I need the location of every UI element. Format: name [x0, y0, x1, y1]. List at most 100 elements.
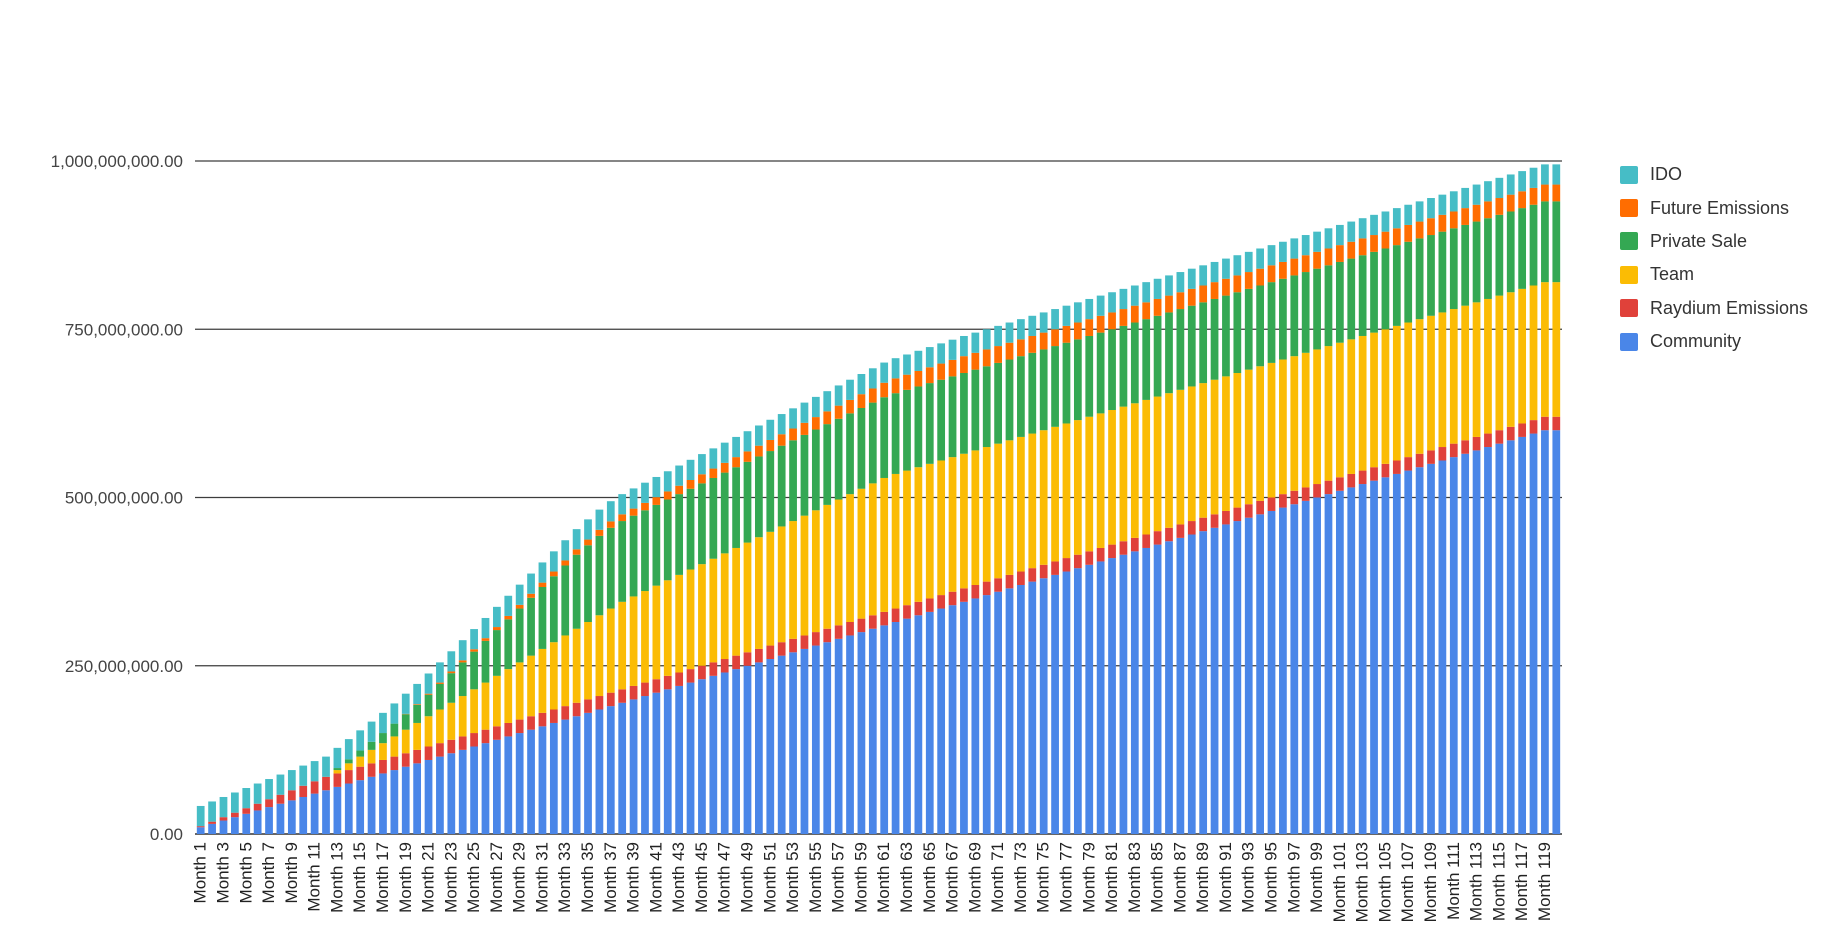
bar-segment: Month 25 – Team — [470, 689, 478, 734]
bar-segment: Month 97 – IDO — [1290, 238, 1299, 259]
bar-segment: Month 33 – IDO — [561, 540, 570, 561]
bar-segment: Month 61 – Team — [880, 477, 889, 612]
bar-segment: Month 90 – Team — [1210, 379, 1219, 515]
bar-segment: Month 27 – IDO — [493, 606, 501, 628]
bar-segment: Month 100 – Future Emissions — [1324, 248, 1333, 266]
bar-segment: Month 43 – Raydium Emissions — [675, 672, 684, 686]
bar-segment: Month 33 – Team — [561, 635, 570, 707]
bar-segment: Month 120 – Raydium Emissions — [1552, 416, 1561, 431]
bar-segment: Month 88 – Team — [1187, 386, 1196, 522]
bar-segment: Month 10 – Raydium Emissions — [299, 785, 308, 797]
bar-segment: Month 117 – Raydium Emissions — [1518, 423, 1527, 437]
bar-segment: Month 73 – Community — [1017, 584, 1025, 834]
legend-item-ido[interactable]: IDO — [1620, 158, 1808, 191]
bar-segment: Month 118 – IDO — [1529, 167, 1538, 188]
bar-segment: Month 40 – IDO — [641, 482, 649, 503]
x-tick-label: Month 1 — [191, 842, 210, 903]
legend-item-future-emissions[interactable]: Future Emissions — [1620, 191, 1808, 224]
bar-segment: Month 120 – Private Sale — [1552, 201, 1561, 283]
bar-segment: Month 80 – Community — [1096, 561, 1105, 834]
bar-segment: Month 16 – Community — [367, 776, 376, 834]
bar-segment: Month 75 – Private Sale — [1039, 349, 1048, 431]
x-tick-label: Month 37 — [601, 842, 620, 913]
legend-swatch — [1620, 232, 1638, 251]
bar-segment: Month 119 – Raydium Emissions — [1541, 416, 1549, 431]
bar-segment: Month 91 – Raydium Emissions — [1222, 510, 1230, 525]
bar-segment: Month 25 – Raydium Emissions — [470, 733, 478, 747]
x-tick-label: Month 103 — [1353, 842, 1372, 922]
bar-segment: Month 79 – IDO — [1085, 298, 1094, 320]
bar-segment: Month 107 – Private Sale — [1404, 241, 1413, 323]
bar-segment: Month 67 – IDO — [948, 339, 957, 360]
bar-segment: Month 75 – IDO — [1039, 312, 1048, 333]
bar-segment: Month 76 – Future Emissions — [1051, 329, 1059, 347]
bar-segment: Month 91 – Future Emissions — [1222, 278, 1230, 296]
legend-item-community[interactable]: Community — [1620, 325, 1808, 358]
bar-segment: Month 114 – Community — [1484, 447, 1492, 834]
bar-segment: Month 30 – Community — [527, 729, 535, 834]
bar-segment: Month 110 – Future Emissions — [1438, 214, 1447, 232]
bar-segment: Month 19 – IDO — [401, 693, 410, 714]
bar-segment: Month 113 – Team — [1472, 302, 1481, 437]
legend-item-team[interactable]: Team — [1620, 258, 1808, 291]
legend-item-raydium-emissions[interactable]: Raydium Emissions — [1620, 292, 1808, 325]
bar-segment: Month 89 – Team — [1199, 383, 1208, 518]
x-tick-label: Month 109 — [1421, 842, 1440, 922]
bar-segment: Month 8 – IDO — [276, 774, 285, 795]
bar-segment: Month 57 – Private Sale — [834, 418, 843, 500]
bar-segment: Month 95 – IDO — [1267, 245, 1276, 266]
bar-segment: Month 46 – Future Emissions — [709, 468, 718, 478]
bar-segment: Month 119 – Community — [1541, 430, 1549, 834]
bar-segment: Month 28 – IDO — [504, 595, 513, 616]
bar-segment: Month 85 – IDO — [1153, 278, 1162, 299]
bar-segment: Month 116 – Community — [1506, 440, 1515, 834]
bar-segment: Month 68 – Raydium Emissions — [960, 588, 968, 602]
bar-segment: Month 69 – Raydium Emissions — [971, 584, 980, 599]
bar-segment: Month 58 – Raydium Emissions — [846, 622, 854, 636]
bar-segment: Month 36 – Community — [595, 709, 604, 834]
bar-segment: Month 4 – Raydium Emissions — [231, 812, 239, 818]
bar-segment: Month 55 – IDO — [811, 396, 820, 418]
bar-segment: Month 54 – Raydium Emissions — [800, 635, 809, 649]
bar-segment: Month 90 – IDO — [1210, 261, 1219, 283]
bar-segment: Month 92 – Team — [1233, 372, 1242, 508]
bar-segment: Month 3 – Raydium Emissions — [219, 817, 228, 821]
bar-segment: Month 77 – Community — [1062, 571, 1071, 834]
bar-segment: Month 104 – Raydium Emissions — [1370, 467, 1378, 481]
bar-segment: Month 26 – Private Sale — [481, 640, 490, 683]
legend-item-private-sale[interactable]: Private Sale — [1620, 225, 1808, 258]
bar-segment: Month 47 – Raydium Emissions — [720, 659, 729, 673]
bar-segment: Month 97 – Team — [1290, 356, 1299, 491]
bar-segment: Month 101 – Future Emissions — [1335, 245, 1344, 262]
bar-segment: Month 52 – Raydium Emissions — [777, 642, 786, 656]
bar-segment: Month 107 – Raydium Emissions — [1404, 457, 1413, 471]
bar-segment: Month 77 – Private Sale — [1062, 342, 1071, 424]
bar-segment: Month 74 – IDO — [1028, 315, 1037, 336]
bar-segment: Month 96 – Private Sale — [1279, 278, 1287, 360]
bar-segment: Month 55 – Community — [811, 645, 820, 834]
bar-segment: Month 31 – Future Emissions — [538, 582, 547, 587]
bar-segment: Month 44 – IDO — [686, 459, 695, 480]
bar-segment: Month 26 – Community — [481, 743, 490, 834]
bar-segment: Month 107 – Team — [1404, 322, 1413, 458]
bar-segment: Month 69 – Future Emissions — [971, 352, 980, 370]
bar-segment: Month 45 – Private Sale — [698, 483, 706, 565]
bar-segment: Month 110 – Raydium Emissions — [1438, 447, 1447, 461]
bar-segment: Month 101 – Community — [1335, 490, 1344, 834]
bar-segment: Month 28 – Private Sale — [504, 619, 513, 670]
x-tick-label: Month 3 — [213, 842, 232, 903]
y-tick-label: 1,000,000,000.00 — [51, 152, 183, 171]
bar-segment: Month 106 – Team — [1392, 325, 1401, 461]
bar-segment: Month 52 – Team — [777, 526, 786, 643]
x-tick-label: Month 119 — [1535, 842, 1554, 921]
x-tick-label: Month 85 — [1148, 842, 1167, 913]
bar-segment: Month 20 – Future Emissions — [413, 704, 422, 705]
bar-segment: Month 112 – Private Sale — [1461, 224, 1470, 306]
bar-segment: Month 74 – Private Sale — [1028, 352, 1037, 434]
bar-segment: Month 77 – Future Emissions — [1062, 325, 1071, 343]
bar-segment: Month 37 – IDO — [606, 501, 615, 522]
x-tick-label: Month 31 — [532, 842, 551, 913]
x-tick-label: Month 45 — [692, 842, 711, 913]
bar-segment: Month 73 – Private Sale — [1017, 356, 1025, 437]
bar-segment: Month 42 – Community — [663, 689, 672, 834]
